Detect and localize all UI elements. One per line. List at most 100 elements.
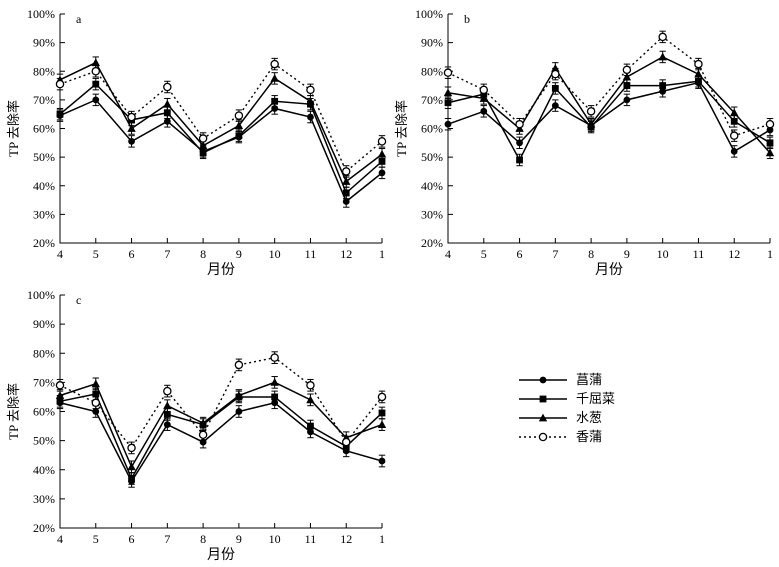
filled-circle-marker xyxy=(92,96,100,104)
filled-triangle-marker xyxy=(538,413,548,421)
filled-triangle-marker xyxy=(198,141,208,150)
filled-triangle-line-icon xyxy=(519,413,567,421)
series-0 xyxy=(444,76,774,158)
series-markers xyxy=(55,58,387,185)
y-tick-label: 70% xyxy=(33,375,55,389)
open-circle-marker xyxy=(694,59,703,69)
legend-label: 菖蒲 xyxy=(576,372,603,387)
filled-square-marker xyxy=(199,149,207,157)
filled-triangle-marker xyxy=(127,462,136,471)
series-markers xyxy=(55,353,387,453)
open-circle-marker xyxy=(765,119,775,129)
x-tick-label: 11 xyxy=(693,247,705,261)
filled-triangle-marker xyxy=(91,58,100,67)
legend-item-shuicong: 水葱 xyxy=(519,408,615,427)
y-tick-label: 30% xyxy=(421,207,443,221)
x-tick-label: 6 xyxy=(129,532,135,546)
legend-label: 千屈菜 xyxy=(576,391,616,406)
x-tick-label: 1 xyxy=(767,247,773,261)
series-markers xyxy=(444,79,774,155)
filled-circle-marker xyxy=(539,376,547,383)
series-line xyxy=(59,98,383,203)
x-tick-label: 8 xyxy=(588,247,594,261)
open-circle-marker xyxy=(479,85,489,95)
x-tick-label: 12 xyxy=(340,247,352,261)
series-line xyxy=(447,56,771,154)
y-tick-label: 100% xyxy=(27,7,55,21)
x-axis-ticks: 4 5 6 7 8 9 10 11 12 1 xyxy=(445,238,773,261)
series-1 xyxy=(56,77,386,200)
series-line xyxy=(59,401,383,483)
filled-square-marker xyxy=(342,189,350,197)
filled-triangle-marker xyxy=(234,121,244,130)
x-tick-label: 4 xyxy=(57,532,63,546)
filled-square-marker xyxy=(128,475,135,482)
x-tick-label: 6 xyxy=(129,247,135,261)
filled-triangle-marker xyxy=(198,418,208,427)
series-2 xyxy=(55,376,387,474)
open-circle-marker xyxy=(586,107,596,116)
open-circle-marker xyxy=(163,386,172,396)
open-circle-marker xyxy=(91,398,101,408)
filled-triangle-marker xyxy=(91,379,100,388)
filled-square-marker xyxy=(730,117,738,125)
series-markers xyxy=(56,390,386,482)
open-circle-marker xyxy=(443,68,453,77)
filled-square-marker xyxy=(551,85,559,92)
filled-triangle-marker xyxy=(163,401,172,410)
open-circle-marker xyxy=(55,79,65,89)
x-tick-label: 11 xyxy=(305,532,317,546)
y-axis-ticks: 100% 90% 80% 70% 60% 50% 40% 30% 20% xyxy=(415,7,453,250)
x-tick-label: 8 xyxy=(200,532,206,546)
filled-square-marker xyxy=(163,411,171,418)
open-circle-marker xyxy=(198,134,208,143)
series-markers xyxy=(55,377,387,471)
filled-triangle-marker xyxy=(377,420,387,429)
open-circle-marker xyxy=(127,443,136,453)
x-tick-label: 5 xyxy=(481,247,487,261)
x-tick-label: 1 xyxy=(379,532,385,546)
filled-circle-marker xyxy=(92,408,100,415)
filled-circle-marker xyxy=(480,107,488,115)
x-axis-title: 月份 xyxy=(207,262,235,278)
x-tick-label: 4 xyxy=(445,247,451,261)
open-circle-marker xyxy=(341,167,351,176)
filled-triangle-marker xyxy=(270,74,279,82)
x-axis-ticks: 4 5 6 7 8 9 10 11 12 1 xyxy=(57,238,385,261)
x-tick-label: 5 xyxy=(93,247,99,261)
filled-circle-marker xyxy=(730,148,738,155)
x-tick-label: 5 xyxy=(93,532,99,546)
chart-panel-c: 100% 90% 80% 70% 60% 50% 40% 30% 20%4 5 6 7 8 9 10 11 12… xyxy=(6,288,387,563)
y-tick-label: 30% xyxy=(33,492,55,506)
x-tick-label: 10 xyxy=(269,532,281,546)
open-circle-marker xyxy=(127,112,136,122)
series-3 xyxy=(55,57,387,178)
filled-square-marker xyxy=(623,82,631,89)
panel-letter: b xyxy=(464,12,470,26)
filled-square-marker xyxy=(659,82,667,89)
y-axis-title: TP 去除率 xyxy=(6,100,21,157)
x-axis-title: 月份 xyxy=(207,547,235,563)
y-tick-label: 60% xyxy=(421,122,443,136)
y-tick-label: 20% xyxy=(421,236,443,250)
filled-square-marker xyxy=(444,99,452,107)
y-tick-label: 20% xyxy=(33,521,55,535)
x-tick-label: 9 xyxy=(236,247,242,261)
y-tick-label: 50% xyxy=(33,434,55,448)
open-circle-marker xyxy=(658,32,667,42)
open-circle-marker xyxy=(270,353,279,362)
chart-panel-b: 100% 90% 80% 70% 60% 50% 40% 30% 20%4 5 6 7 8 9 10 11 12… xyxy=(394,7,775,278)
filled-triangle-marker xyxy=(730,108,739,117)
filled-circle-marker xyxy=(163,117,171,125)
series-1 xyxy=(56,387,386,485)
filled-circle-line-icon xyxy=(519,376,567,383)
y-tick-label: 90% xyxy=(421,36,443,50)
y-tick-label: 90% xyxy=(33,317,55,331)
open-circle-marker xyxy=(55,381,65,390)
filled-triangle-marker xyxy=(306,395,315,404)
axes xyxy=(59,14,382,244)
filled-triangle-marker xyxy=(443,88,453,97)
series-markers xyxy=(443,52,775,157)
filled-triangle-marker xyxy=(55,391,65,399)
open-circle-marker xyxy=(729,131,739,140)
